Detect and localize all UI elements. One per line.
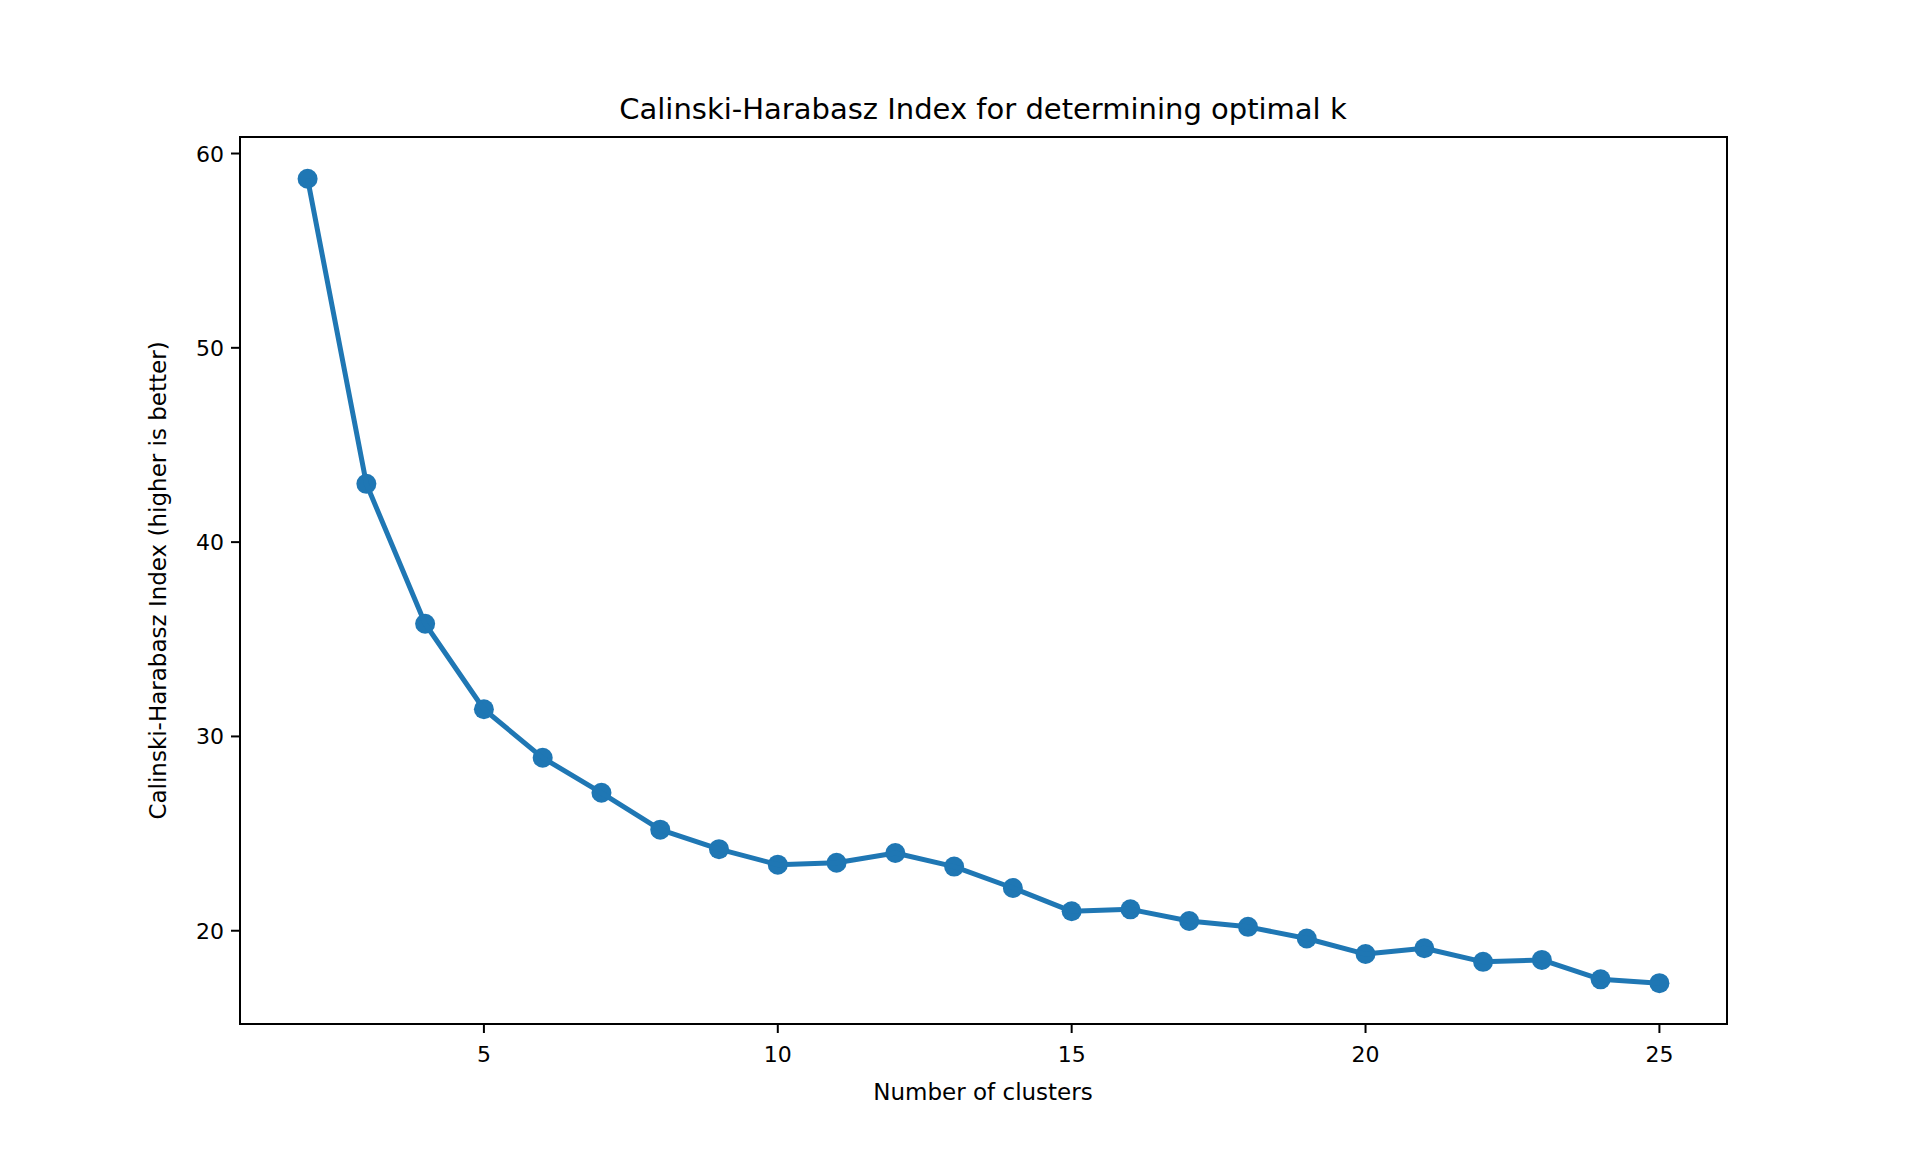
plot-line bbox=[308, 179, 1660, 983]
chart-figure: 60 50 40 30 20 25 20 15 10 5 Calinski-Harabasz In… bbox=[0, 0, 1920, 1152]
x-axis-label: Number of clusters bbox=[873, 1079, 1092, 1105]
y-axis-tick-label: 60 bbox=[196, 142, 224, 167]
x-axis-tick-label: 5 bbox=[477, 1042, 491, 1067]
axes-spine bbox=[240, 137, 1727, 1024]
x-axis-tick-label: 20 bbox=[1352, 1042, 1380, 1067]
chart-title: Calinski-Harabasz Index for determining … bbox=[619, 92, 1347, 126]
x-axis-tick-label: 10 bbox=[764, 1042, 792, 1067]
y-axis-label: Calinski-Harabasz Index (higher is bette… bbox=[145, 341, 171, 819]
x-axis-tick-label: 15 bbox=[1058, 1042, 1086, 1067]
chart-svg: 60 50 40 30 20 25 20 15 10 5 Calinski-Harabasz In… bbox=[0, 0, 1920, 1152]
y-axis-tick-label: 20 bbox=[196, 919, 224, 944]
y-axis-tick-label: 40 bbox=[196, 530, 224, 555]
x-axis-tick-label: 25 bbox=[1645, 1042, 1673, 1067]
y-axis-tick-label: 50 bbox=[196, 336, 224, 361]
y-axis-tick-label: 30 bbox=[196, 724, 224, 749]
